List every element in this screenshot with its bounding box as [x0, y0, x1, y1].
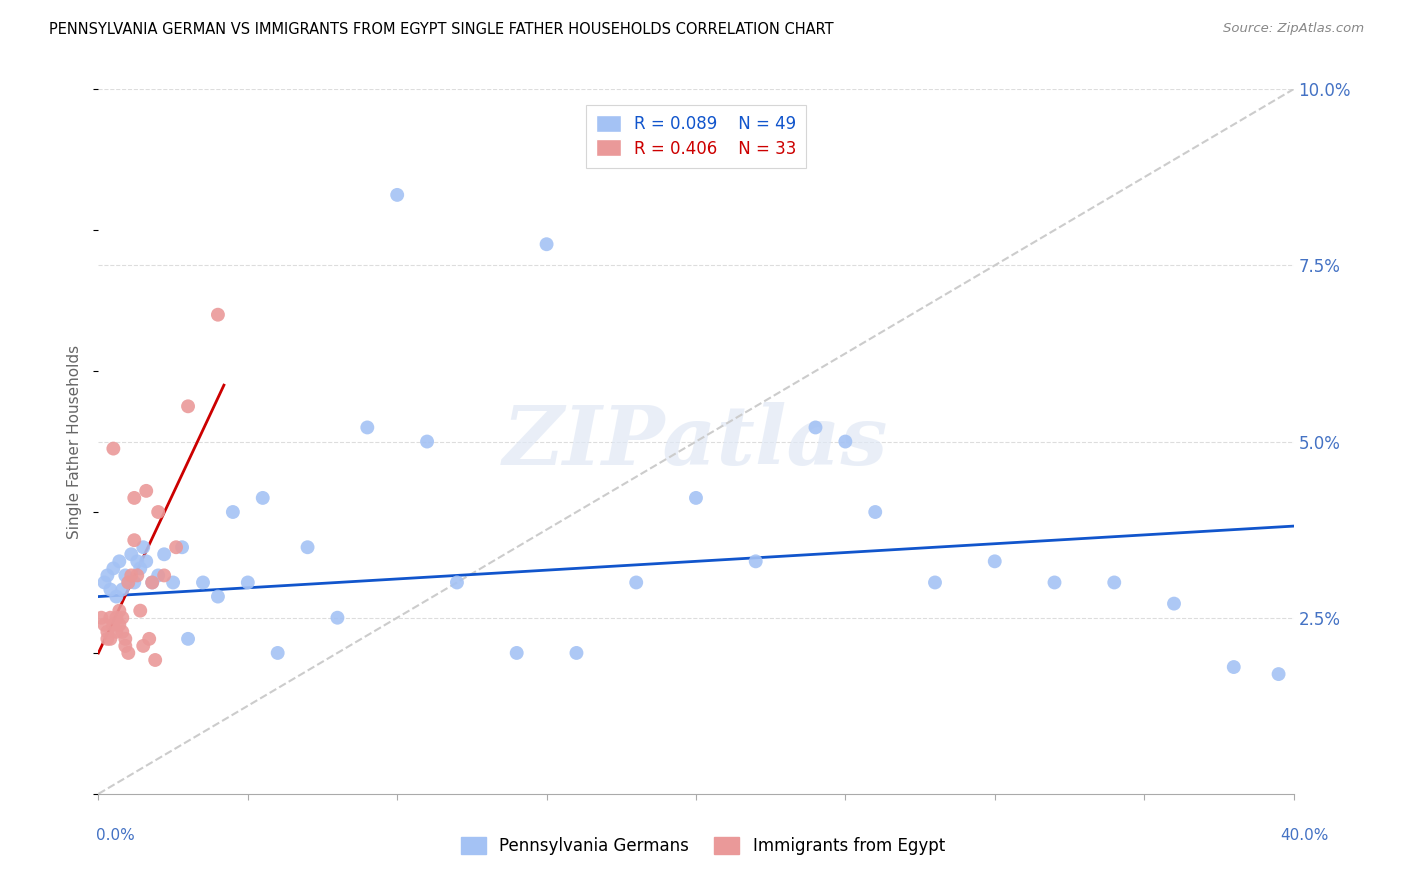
Point	[924, 575, 946, 590]
Point	[103, 617, 125, 632]
Point	[834, 434, 856, 449]
Point	[114, 639, 136, 653]
Point	[105, 624, 128, 639]
Point	[127, 568, 149, 582]
Point	[90, 610, 112, 624]
Point	[148, 568, 170, 582]
Point	[93, 575, 115, 590]
Point	[506, 646, 529, 660]
Point	[105, 590, 128, 604]
Point	[98, 610, 122, 624]
Point	[143, 653, 166, 667]
Point	[236, 575, 259, 590]
Legend: R = 0.089    N = 49, R = 0.406    N = 33: R = 0.089 N = 49, R = 0.406 N = 33	[586, 104, 806, 168]
Point	[252, 491, 274, 505]
Point	[1163, 597, 1185, 611]
Point	[114, 568, 136, 582]
Point	[177, 399, 200, 413]
Point	[98, 582, 122, 597]
Point	[108, 617, 131, 632]
Point	[129, 561, 152, 575]
Point	[117, 575, 139, 590]
Point	[626, 575, 648, 590]
Point	[98, 632, 122, 646]
Point	[685, 491, 707, 505]
Point	[117, 575, 139, 590]
Point	[297, 540, 319, 554]
Point	[267, 646, 290, 660]
Point	[103, 442, 125, 456]
Point	[153, 568, 176, 582]
Point	[108, 604, 131, 618]
Point	[96, 624, 118, 639]
Y-axis label: Single Father Households: Single Father Households	[67, 344, 83, 539]
Point	[172, 540, 194, 554]
Text: ZIPatlas: ZIPatlas	[503, 401, 889, 482]
Point	[1104, 575, 1126, 590]
Point	[984, 554, 1007, 568]
Point	[745, 554, 768, 568]
Text: PENNSYLVANIA GERMAN VS IMMIGRANTS FROM EGYPT SINGLE FATHER HOUSEHOLDS CORRELATIO: PENNSYLVANIA GERMAN VS IMMIGRANTS FROM E…	[49, 22, 834, 37]
Point	[124, 575, 146, 590]
Point	[117, 646, 139, 660]
Point	[96, 568, 118, 582]
Point	[111, 582, 134, 597]
Point	[1043, 575, 1066, 590]
Point	[111, 624, 134, 639]
Point	[1267, 667, 1289, 681]
Point	[141, 575, 163, 590]
Point	[416, 434, 439, 449]
Point	[865, 505, 887, 519]
Point	[1223, 660, 1246, 674]
Legend: Pennsylvania Germans, Immigrants from Egypt: Pennsylvania Germans, Immigrants from Eg…	[454, 830, 952, 862]
Point	[93, 617, 115, 632]
Point	[207, 308, 229, 322]
Point	[162, 575, 184, 590]
Point	[207, 590, 229, 604]
Point	[356, 420, 378, 434]
Point	[135, 554, 157, 568]
Point	[114, 632, 136, 646]
Point	[96, 632, 118, 646]
Point	[536, 237, 558, 252]
Text: 40.0%: 40.0%	[1281, 828, 1329, 843]
Point	[132, 540, 155, 554]
Text: 0.0%: 0.0%	[96, 828, 135, 843]
Point	[326, 610, 349, 624]
Point	[124, 533, 146, 548]
Point	[191, 575, 214, 590]
Point	[222, 505, 245, 519]
Point	[141, 575, 163, 590]
Point	[385, 187, 409, 202]
Point	[108, 554, 131, 568]
Point	[129, 604, 152, 618]
Point	[124, 491, 146, 505]
Point	[135, 483, 157, 498]
Point	[132, 639, 155, 653]
Point	[111, 610, 134, 624]
Point	[804, 420, 827, 434]
Point	[177, 632, 200, 646]
Point	[138, 632, 160, 646]
Text: Source: ZipAtlas.com: Source: ZipAtlas.com	[1223, 22, 1364, 36]
Point	[565, 646, 588, 660]
Point	[103, 561, 125, 575]
Point	[446, 575, 468, 590]
Point	[120, 568, 142, 582]
Point	[120, 547, 142, 561]
Point	[105, 610, 128, 624]
Point	[153, 547, 176, 561]
Point	[127, 554, 149, 568]
Point	[165, 540, 187, 554]
Point	[148, 505, 170, 519]
